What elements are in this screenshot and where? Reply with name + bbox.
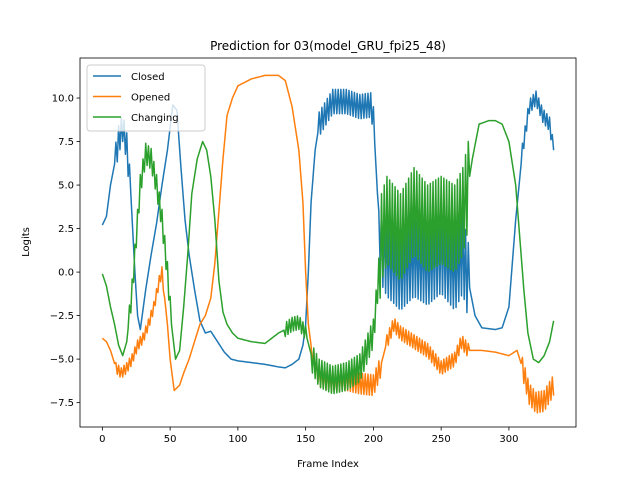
x-axis-label: Frame Index <box>297 459 359 470</box>
series-line-changing <box>101 119 555 395</box>
chart-title: Prediction for 03(model_GRU_fpi25_48) <box>210 39 446 53</box>
y-tick-label: 7.5 <box>58 137 74 148</box>
y-tick-label: 5.0 <box>58 181 74 192</box>
legend: Closed Opened Changing <box>86 64 206 132</box>
x-tick-label: 200 <box>364 434 383 445</box>
y-tick-label: 0.0 <box>58 268 74 279</box>
y-axis: −7.5 −5.0 −2.5 0.0 2.5 5.0 7.5 10.0 <box>50 94 80 409</box>
y-tick-label: −5.0 <box>50 355 74 366</box>
y-axis-label: Logits <box>21 227 32 257</box>
y-tick-label: 10.0 <box>52 94 74 105</box>
legend-box <box>86 64 206 132</box>
plot-frame <box>79 57 577 428</box>
y-tick-label: −2.5 <box>50 311 74 322</box>
y-tick-label: 2.5 <box>58 224 74 235</box>
x-tick-label: 250 <box>432 434 451 445</box>
legend-label: Closed <box>131 72 165 83</box>
y-tick-label: −7.5 <box>50 398 74 409</box>
x-tick-label: 300 <box>499 434 518 445</box>
x-tick-label: 100 <box>228 434 247 445</box>
legend-label: Changing <box>131 113 179 124</box>
x-tick-label: 0 <box>99 434 105 445</box>
x-axis: 0 50 100 150 200 250 300 <box>99 427 518 445</box>
x-tick-label: 150 <box>296 434 315 445</box>
legend-label: Opened <box>131 93 170 104</box>
x-tick-label: 50 <box>164 434 177 445</box>
